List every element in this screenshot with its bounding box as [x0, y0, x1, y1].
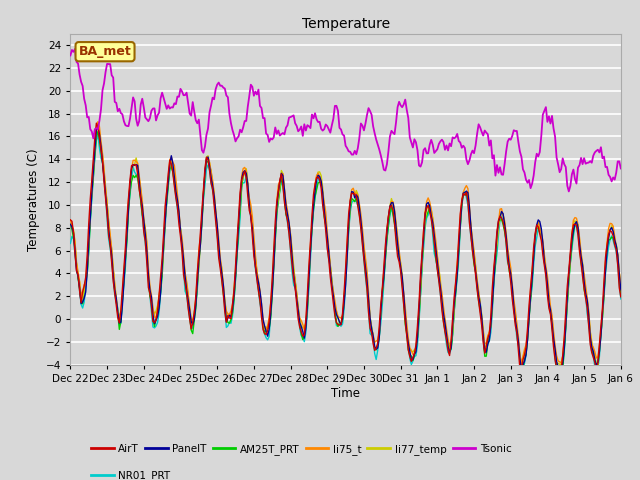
- Legend: NR01_PRT: NR01_PRT: [86, 466, 174, 480]
- Text: BA_met: BA_met: [79, 45, 131, 58]
- X-axis label: Time: Time: [331, 386, 360, 400]
- Title: Temperature: Temperature: [301, 17, 390, 31]
- Y-axis label: Temperatures (C): Temperatures (C): [28, 148, 40, 251]
